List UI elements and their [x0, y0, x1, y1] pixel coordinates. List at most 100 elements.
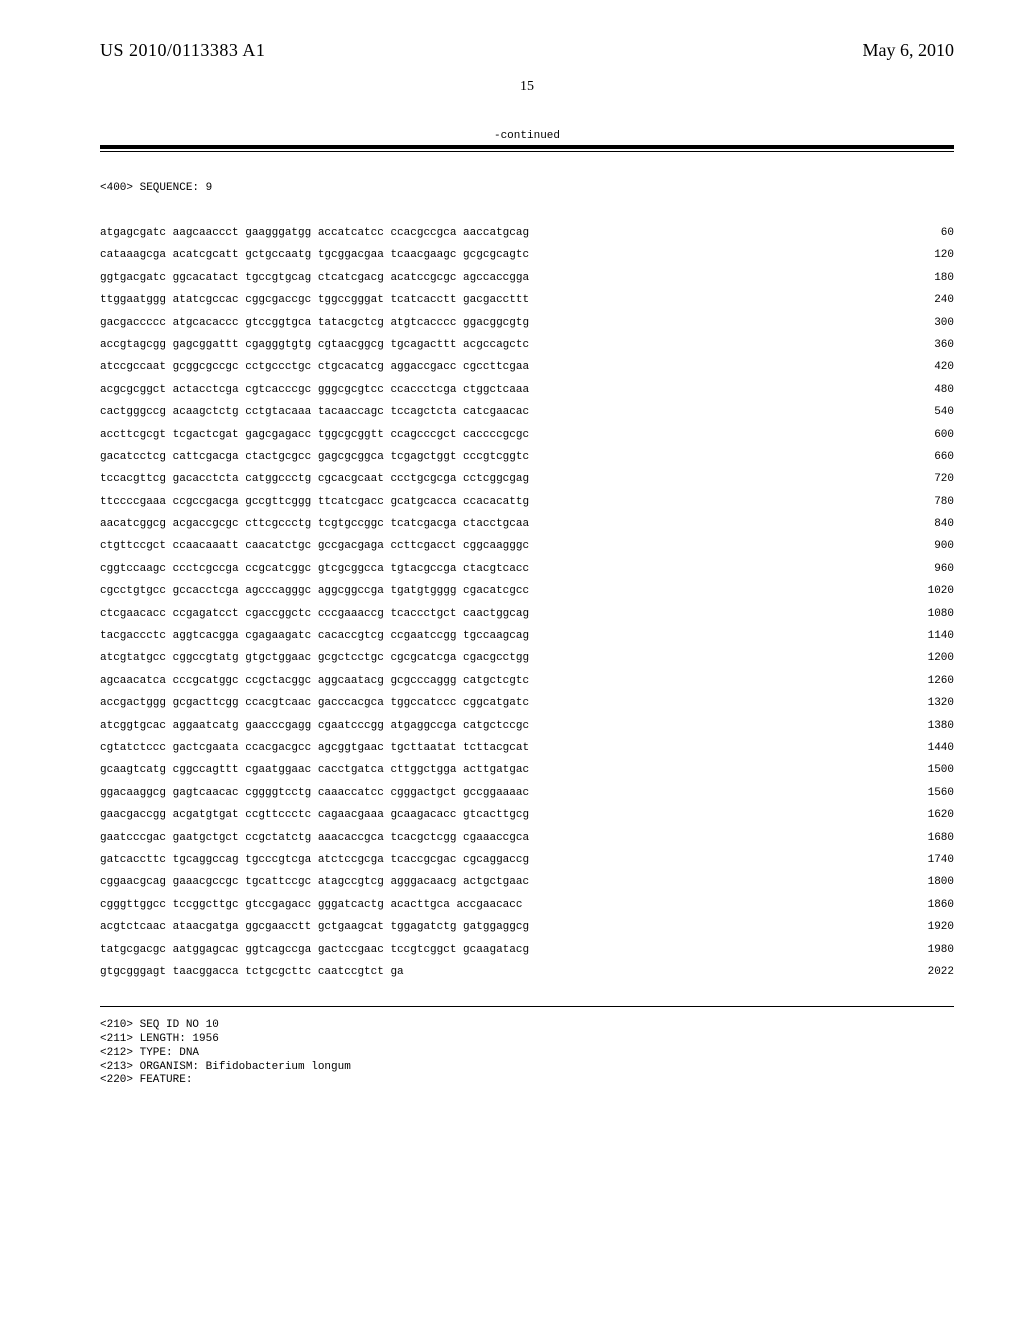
sequence-line: ctgttccgct ccaacaaatt caacatctgc gccgacg… [100, 541, 954, 552]
sequence-position: 1800 [904, 877, 954, 888]
sequence-line: aacatcggcg acgaccgcgc cttcgccctg tcgtgcc… [100, 519, 954, 530]
sequence-bases: gaacgaccgg acgatgtgat ccgttccctc cagaacg… [100, 810, 529, 821]
sequence-position: 1380 [904, 721, 954, 732]
sequence-bases: gcaagtcatg cggccagttt cgaatggaac cacctga… [100, 765, 529, 776]
sequence-bases: ttccccgaaa ccgccgacga gccgttcggg ttcatcg… [100, 497, 529, 508]
sequence-line: gaatcccgac gaatgctgct ccgctatctg aaacacc… [100, 833, 954, 844]
sequence-position: 660 [904, 452, 954, 463]
sequence-line: atgagcgatc aagcaaccct gaagggatgg accatca… [100, 228, 954, 239]
sequence-line: accgtagcgg gagcggattt cgagggtgtg cgtaacg… [100, 340, 954, 351]
sequence-position: 600 [904, 430, 954, 441]
sequence-position: 1020 [904, 586, 954, 597]
sequence-position: 1080 [904, 609, 954, 620]
sequence-line: tccacgttcg gacacctcta catggccctg cgcacgc… [100, 474, 954, 485]
sequence-bases: gatcaccttc tgcaggccag tgcccgtcga atctccg… [100, 855, 529, 866]
sequence-position: 1200 [904, 653, 954, 664]
sequence-position: 360 [904, 340, 954, 351]
sequence-position: 1680 [904, 833, 954, 844]
sequence-line: ttggaatggg atatcgccac cggcgaccgc tggccgg… [100, 295, 954, 306]
sequence-position: 1320 [904, 698, 954, 709]
sequence-line: tacgaccctc aggtcacgga cgagaagatc cacaccg… [100, 631, 954, 642]
sequence-line: ggacaaggcg gagtcaacac cggggtcctg caaacca… [100, 788, 954, 799]
sequence-line: cgggttggcc tccggcttgc gtccgagacc gggatca… [100, 900, 954, 911]
sequence-position: 120 [904, 250, 954, 261]
sequence-bases: ctgttccgct ccaacaaatt caacatctgc gccgacg… [100, 541, 529, 552]
sequence-bases: ggacaaggcg gagtcaacac cggggtcctg caaacca… [100, 788, 529, 799]
sequence-position: 420 [904, 362, 954, 373]
sequence-bases: atccgccaat gcggcgccgc cctgccctgc ctgcaca… [100, 362, 529, 373]
sequence-line: gaacgaccgg acgatgtgat ccgttccctc cagaacg… [100, 810, 954, 821]
sequence-bases: agcaacatca cccgcatggc ccgctacggc aggcaat… [100, 676, 529, 687]
sequence-position: 1980 [904, 945, 954, 956]
sequence-bases: gacgaccccc atgcacaccc gtccggtgca tatacgc… [100, 318, 529, 329]
sequence-header: <400> SEQUENCE: 9 [100, 183, 954, 194]
publication-date: May 6, 2010 [863, 40, 955, 61]
sequence-footer-meta: <210> SEQ ID NO 10 <211> LENGTH: 1956 <2… [100, 1019, 954, 1088]
sequence-position: 300 [904, 318, 954, 329]
sequence-position: 780 [904, 497, 954, 508]
sequence-line: agcaacatca cccgcatggc ccgctacggc aggcaat… [100, 676, 954, 687]
sequence-position: 1740 [904, 855, 954, 866]
sequence-bases: cggtccaagc ccctcgccga ccgcatcggc gtcgcgg… [100, 564, 529, 575]
sequence-bases: ctcgaacacc ccgagatcct cgaccggctc cccgaaa… [100, 609, 529, 620]
sequence-bases: accgactggg gcgacttcgg ccacgtcaac gacccac… [100, 698, 529, 709]
sequence-line: cgtatctccc gactcgaata ccacgacgcc agcggtg… [100, 743, 954, 754]
sequence-bases: acgcgcggct actacctcga cgtcacccgc gggcgcg… [100, 385, 529, 396]
sequence-line: gatcaccttc tgcaggccag tgcccgtcga atctccg… [100, 855, 954, 866]
sequence-line: ggtgacgatc ggcacatact tgccgtgcag ctcatcg… [100, 273, 954, 284]
sequence-line: cgcctgtgcc gccacctcga agcccagggc aggcggc… [100, 586, 954, 597]
sequence-position: 60 [904, 228, 954, 239]
sequence-bases: cggaacgcag gaaacgccgc tgcattccgc atagccg… [100, 877, 529, 888]
sequence-line: gcaagtcatg cggccagttt cgaatggaac cacctga… [100, 765, 954, 776]
sequence-position: 1440 [904, 743, 954, 754]
continued-label: -continued [100, 130, 954, 142]
sequence-position: 240 [904, 295, 954, 306]
sequence-bases: cgcctgtgcc gccacctcga agcccagggc aggcggc… [100, 586, 529, 597]
sequence-line: cataaagcga acatcgcatt gctgccaatg tgcggac… [100, 250, 954, 261]
sequence-lines: atgagcgatc aagcaaccct gaagggatgg accatca… [100, 228, 954, 978]
sequence-bases: ggtgacgatc ggcacatact tgccgtgcag ctcatcg… [100, 273, 529, 284]
rule-bottom [100, 1006, 954, 1007]
sequence-position: 720 [904, 474, 954, 485]
sequence-line: cggtccaagc ccctcgccga ccgcatcggc gtcgcgg… [100, 564, 954, 575]
sequence-position: 1620 [904, 810, 954, 821]
sequence-bases: tccacgttcg gacacctcta catggccctg cgcacgc… [100, 474, 529, 485]
sequence-bases: gaatcccgac gaatgctgct ccgctatctg aaacacc… [100, 833, 529, 844]
rule-top [100, 145, 954, 152]
sequence-bases: atcgtatgcc cggccgtatg gtgctggaac gcgctcc… [100, 653, 529, 664]
sequence-line: ctcgaacacc ccgagatcct cgaccggctc cccgaaa… [100, 609, 954, 620]
sequence-bases: cactgggccg acaagctctg cctgtacaaa tacaacc… [100, 407, 529, 418]
sequence-line: atcggtgcac aggaatcatg gaacccgagg cgaatcc… [100, 721, 954, 732]
sequence-line: cactgggccg acaagctctg cctgtacaaa tacaacc… [100, 407, 954, 418]
sequence-bases: cgggttggcc tccggcttgc gtccgagacc gggatca… [100, 900, 522, 911]
sequence-line: atccgccaat gcggcgccgc cctgccctgc ctgcaca… [100, 362, 954, 373]
publication-number: US 2010/0113383 A1 [100, 40, 265, 61]
sequence-bases: atcggtgcac aggaatcatg gaacccgagg cgaatcc… [100, 721, 529, 732]
sequence-position: 480 [904, 385, 954, 396]
sequence-bases: cataaagcga acatcgcatt gctgccaatg tgcggac… [100, 250, 529, 261]
sequence-bases: aacatcggcg acgaccgcgc cttcgccctg tcgtgcc… [100, 519, 529, 530]
sequence-line: gacatcctcg cattcgacga ctactgcgcc gagcgcg… [100, 452, 954, 463]
sequence-position: 900 [904, 541, 954, 552]
sequence-bases: accttcgcgt tcgactcgat gagcgagacc tggcgcg… [100, 430, 529, 441]
sequence-line: cggaacgcag gaaacgccgc tgcattccgc atagccg… [100, 877, 954, 888]
sequence-line: gtgcgggagt taacggacca tctgcgcttc caatccg… [100, 967, 954, 978]
sequence-bases: cgtatctccc gactcgaata ccacgacgcc agcggtg… [100, 743, 529, 754]
sequence-position: 1860 [904, 900, 954, 911]
sequence-bases: tatgcgacgc aatggagcac ggtcagccga gactccg… [100, 945, 529, 956]
sequence-bases: gtgcgggagt taacggacca tctgcgcttc caatccg… [100, 967, 404, 978]
sequence-position: 1560 [904, 788, 954, 799]
sequence-position: 180 [904, 273, 954, 284]
sequence-bases: tacgaccctc aggtcacgga cgagaagatc cacaccg… [100, 631, 529, 642]
sequence-position: 1260 [904, 676, 954, 687]
sequence-bases: atgagcgatc aagcaaccct gaagggatgg accatca… [100, 228, 529, 239]
sequence-line: acgcgcggct actacctcga cgtcacccgc gggcgcg… [100, 385, 954, 396]
sequence-bases: gacatcctcg cattcgacga ctactgcgcc gagcgcg… [100, 452, 529, 463]
sequence-block: <400> SEQUENCE: 9 atgagcgatc aagcaaccct … [100, 161, 954, 1000]
sequence-line: accgactggg gcgacttcgg ccacgtcaac gacccac… [100, 698, 954, 709]
sequence-line: gacgaccccc atgcacaccc gtccggtgca tatacgc… [100, 318, 954, 329]
sequence-position: 1140 [904, 631, 954, 642]
sequence-line: ttccccgaaa ccgccgacga gccgttcggg ttcatcg… [100, 497, 954, 508]
sequence-line: tatgcgacgc aatggagcac ggtcagccga gactccg… [100, 945, 954, 956]
sequence-position: 1920 [904, 922, 954, 933]
